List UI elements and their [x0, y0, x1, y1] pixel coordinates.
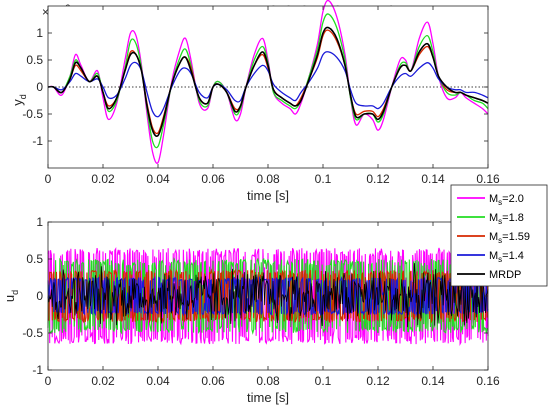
legend: Ms=2.0 Ms=1.8 Ms=1.59 Ms=1.4 MRDP: [450, 184, 548, 287]
top-x-tick-label: 0: [45, 172, 52, 186]
bottom-y-tick-label: -1: [32, 363, 43, 377]
top-y-tick-label: -0.5: [22, 107, 43, 121]
bottom-chart: 0 0.02 0.04 0.06 0.08 0.1 0.12 0.14 0.16 -1-0.50…: [2, 215, 500, 405]
bottom-y-tick-label: 0: [36, 289, 43, 303]
top-x-tick-label: 0.08: [256, 172, 280, 186]
bottom-y-axis-label: ud: [2, 290, 20, 302]
top-x-tick-label: 0.06: [201, 172, 225, 186]
bottom-y-tick-label: 0.5: [26, 252, 43, 266]
top-x-tick-label: 0.14: [421, 172, 445, 186]
bottom-x-tick-label: 0.04: [146, 374, 170, 388]
top-x-tick-label: 0.16: [476, 172, 500, 186]
top-x-tick-label: 0.12: [366, 172, 390, 186]
top-plot-area: [47, 0, 489, 169]
top-y-tick-label: 1: [36, 26, 43, 40]
bottom-x-tick-label: 0: [45, 374, 52, 388]
bottom-x-tick-label: 0.08: [256, 374, 280, 388]
bottom-x-axis-label: time [s]: [247, 390, 289, 405]
bottom-x-tick-label: 0.1: [315, 374, 332, 388]
bottom-x-tick-label: 0.02: [91, 374, 115, 388]
bottom-x-tick-label: 0.14: [421, 374, 445, 388]
top-series-line-m-s-1-4: [47, 51, 489, 118]
bottom-x-ticks: 0 0.02 0.04 0.06 0.08 0.1 0.12 0.14 0.16: [45, 222, 500, 388]
bottom-y-tick-label: 1: [36, 215, 43, 229]
top-y-tick-label: 0.5: [26, 53, 43, 67]
top-x-axis-label: time [s]: [247, 188, 289, 203]
legend-entry-label: Ms=2.0: [489, 193, 524, 207]
top-x-ticks: 0 0.02 0.04 0.06 0.08 0.1 0.12 0.14 0.16: [45, 6, 500, 186]
bottom-y-tick-label: -0.5: [22, 326, 43, 340]
top-y-axis-label: yd: [10, 94, 28, 106]
legend-entry-label: Ms=1.8: [489, 212, 524, 226]
top-chart: MRDP-PID versus Grimholt & Skogestad ×10…: [10, 0, 500, 203]
bottom-x-tick-label: 0.12: [366, 374, 390, 388]
top-y-tick-label: -1: [32, 134, 43, 148]
bottom-series-trace-m-s-1-4: [47, 275, 489, 317]
legend-entry-label: Ms=1.4: [489, 250, 524, 264]
top-y-tick-label: 0: [36, 80, 43, 94]
top-x-tick-label: 0.1: [315, 172, 332, 186]
legend-entry-label: Ms=1.59: [489, 231, 530, 245]
bottom-x-tick-label: 0.16: [476, 374, 500, 388]
top-x-tick-label: 0.02: [91, 172, 115, 186]
legend-entry-label: MRDP: [489, 269, 521, 281]
top-series-line-mrdp: [47, 26, 489, 137]
bottom-plot-area: [47, 221, 489, 371]
bottom-series-trace-mrdp: [47, 263, 489, 328]
top-y-ticks: -1 -0.5 0 0.5 1: [22, 26, 488, 148]
top-x-tick-label: 0.04: [146, 172, 170, 186]
bottom-x-tick-label: 0.06: [201, 374, 225, 388]
